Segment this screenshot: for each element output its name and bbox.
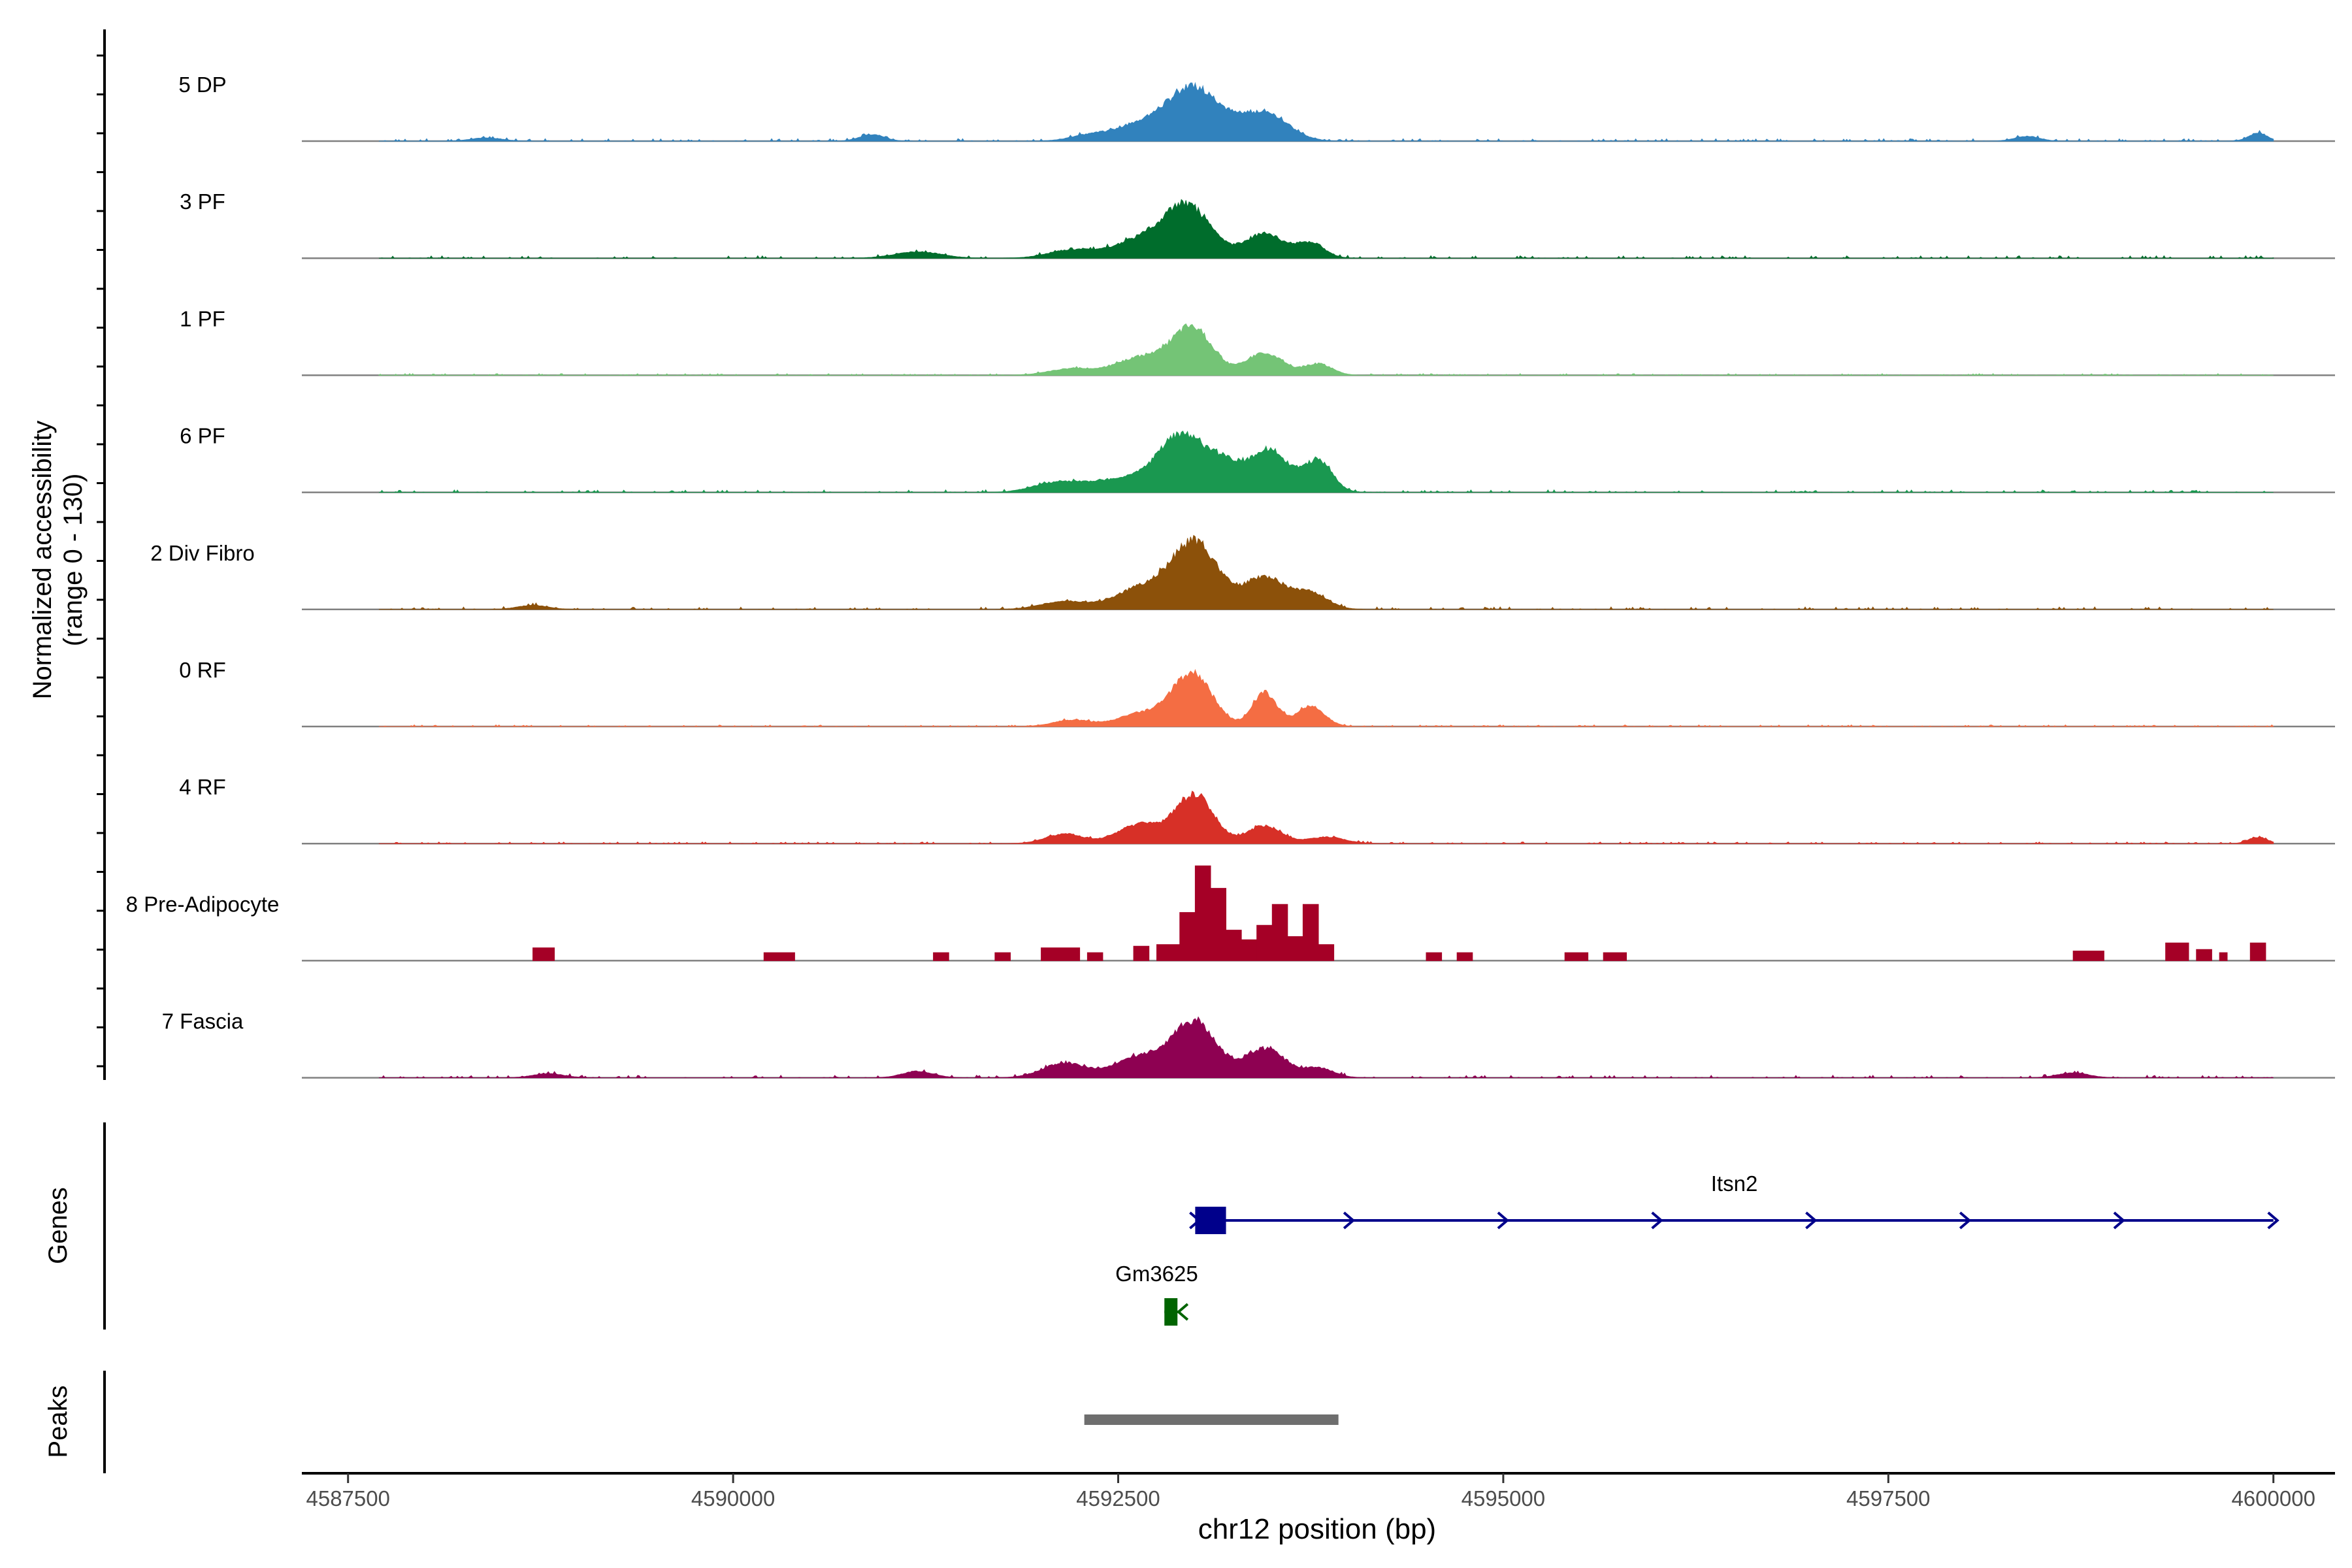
strand-arrow bbox=[2113, 1211, 2126, 1230]
track-4-rf: 4 RF bbox=[179, 775, 2335, 845]
track-6-pf: 6 PF bbox=[180, 424, 2335, 493]
x-tick-label: 4592500 bbox=[1076, 1486, 1160, 1511]
y-axis-title-line1: Normalized accessibility bbox=[28, 421, 57, 700]
gene-label: Gm3625 bbox=[1115, 1262, 1198, 1286]
strand-arrow bbox=[1343, 1211, 1356, 1230]
x-tick-label: 4600000 bbox=[2231, 1486, 2315, 1511]
x-axis-title: chr12 position (bp) bbox=[1198, 1513, 1436, 1545]
track-label: 5 DP bbox=[178, 73, 226, 97]
track-label: 6 PF bbox=[180, 424, 225, 448]
gene-itsn2: Itsn2 bbox=[1189, 1171, 2279, 1234]
gene-track: Itsn2 Gm3625 bbox=[1115, 1171, 2279, 1326]
x-tick-label: 4595000 bbox=[1462, 1486, 1545, 1511]
strand-arrow bbox=[1497, 1211, 1509, 1230]
coverage-area bbox=[532, 865, 2266, 961]
y-axis-title-line2: (range 0 - 130) bbox=[59, 474, 88, 647]
track-label: 3 PF bbox=[180, 189, 225, 214]
gene-exon bbox=[1195, 1207, 1226, 1234]
track-label: 8 Pre-Adipocyte bbox=[126, 892, 280, 916]
peaks-track-label: Peaks bbox=[44, 1385, 73, 1458]
strand-arrow bbox=[1176, 1303, 1189, 1321]
coverage-area bbox=[378, 534, 2274, 610]
track-label: 2 Div Fibro bbox=[150, 541, 255, 565]
genes-track-label: Genes bbox=[44, 1187, 73, 1264]
peak-track bbox=[1084, 1414, 1339, 1425]
gene-label: Itsn2 bbox=[1711, 1171, 1758, 1196]
x-tick-label: 4597500 bbox=[1846, 1486, 1930, 1511]
gene-exon bbox=[1164, 1298, 1178, 1326]
peak-region bbox=[1084, 1414, 1339, 1425]
strand-arrow bbox=[1959, 1211, 1972, 1230]
track-label: 7 Fascia bbox=[162, 1009, 244, 1034]
track-5-dp: 5 DP bbox=[178, 73, 2335, 142]
track-2-div-fibro: 2 Div Fibro bbox=[150, 534, 2335, 611]
coverage-area bbox=[378, 199, 2274, 259]
coverage-tracks: 5 DP 3 PF 1 PF 6 PF 2 Div Fibro 0 RF 4 RF 8 Pre… bbox=[126, 73, 2335, 1079]
coverage-area bbox=[378, 82, 2274, 142]
coverage-area bbox=[378, 1016, 2274, 1079]
track-7-fascia: 7 Fascia bbox=[162, 1009, 2335, 1079]
coverage-area bbox=[378, 323, 2274, 376]
coverage-area bbox=[378, 431, 2274, 493]
track-8-pre-adipocyte: 8 Pre-Adipocyte bbox=[126, 865, 2335, 962]
strand-arrow bbox=[1805, 1211, 1818, 1230]
coverage-area bbox=[378, 791, 2274, 844]
x-tick-label: 4590000 bbox=[691, 1486, 775, 1511]
strand-arrow bbox=[1651, 1211, 1663, 1230]
track-label: 0 RF bbox=[179, 658, 226, 682]
track-label: 1 PF bbox=[180, 306, 225, 331]
coverage-area bbox=[378, 668, 2274, 727]
gene-gm3625: Gm3625 bbox=[1115, 1262, 1198, 1326]
track-0-rf: 0 RF bbox=[179, 658, 2335, 728]
track-label: 4 RF bbox=[179, 775, 226, 799]
x-tick-label: 4587500 bbox=[306, 1486, 389, 1511]
track-3-pf: 3 PF bbox=[180, 189, 2335, 259]
coverage-y-ticks bbox=[97, 54, 105, 1068]
x-axis-ticks: 4587500 4590000 4592500 4595000 4597500 46000… bbox=[306, 1473, 2315, 1511]
strand-arrow bbox=[2267, 1211, 2279, 1230]
track-1-pf: 1 PF bbox=[180, 306, 2335, 376]
